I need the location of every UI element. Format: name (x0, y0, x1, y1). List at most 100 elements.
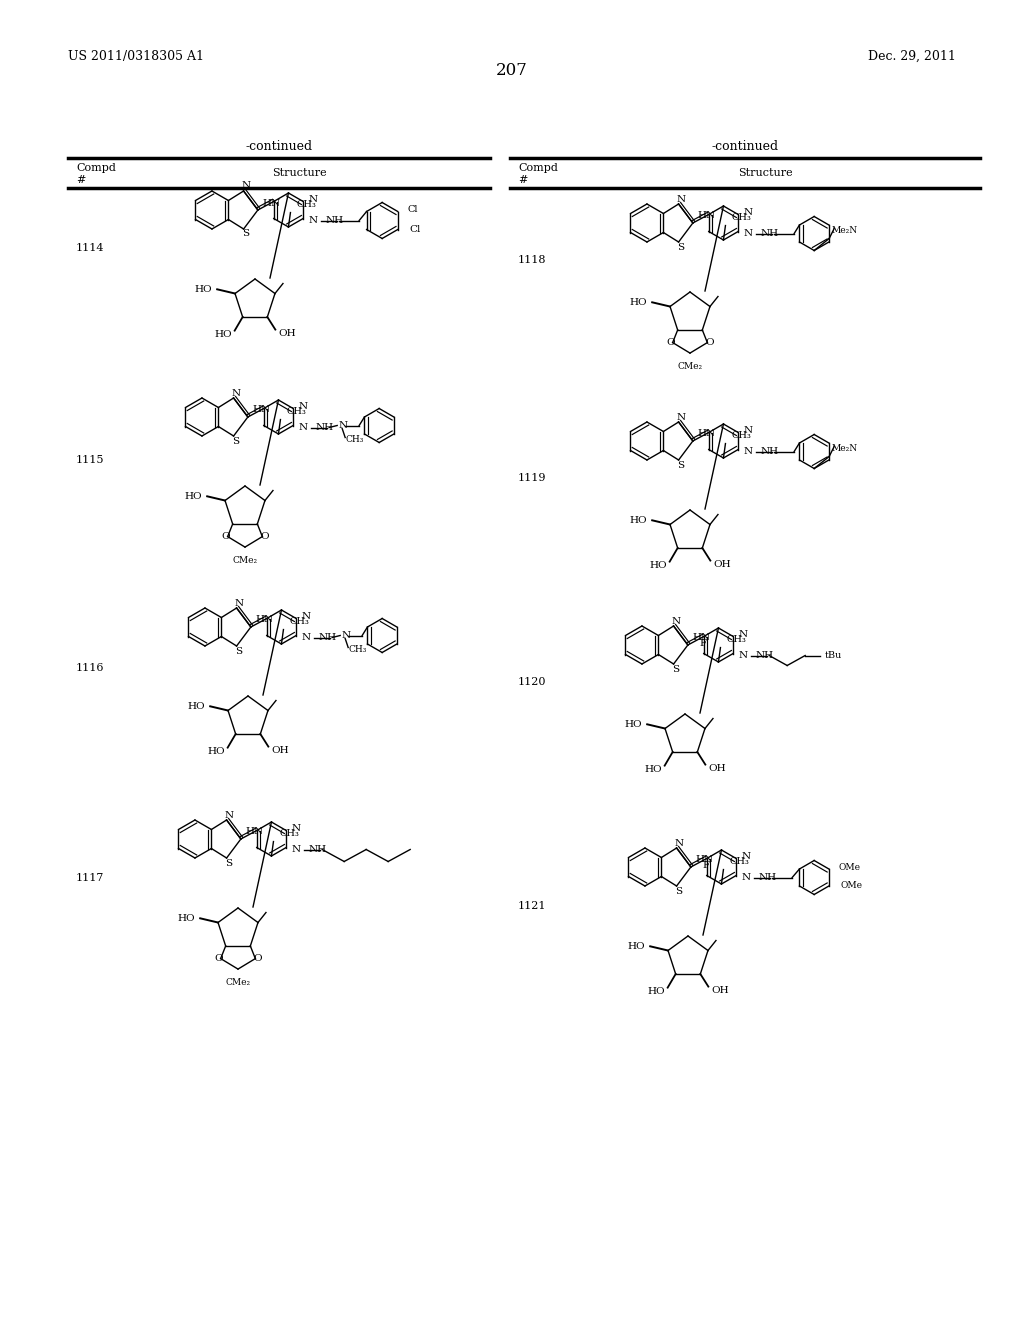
Text: NH: NH (315, 422, 333, 432)
Text: US 2011/0318305 A1: US 2011/0318305 A1 (68, 50, 204, 63)
Text: HN: HN (262, 198, 281, 207)
Text: NH: NH (758, 873, 776, 882)
Text: N: N (308, 195, 317, 205)
Text: OH: OH (709, 764, 726, 774)
Text: -continued: -continued (246, 140, 312, 153)
Text: tBu: tBu (825, 651, 843, 660)
Text: HN: HN (246, 828, 263, 837)
Text: HO: HO (630, 298, 647, 306)
Text: 1119: 1119 (518, 473, 547, 483)
Text: Cl: Cl (410, 224, 421, 234)
Text: CH₃: CH₃ (287, 408, 306, 416)
Text: CMe₂: CMe₂ (678, 362, 702, 371)
Text: N: N (676, 412, 685, 421)
Text: CH₃: CH₃ (729, 858, 750, 866)
Text: HN: HN (697, 211, 716, 220)
Text: N: N (738, 630, 748, 639)
Text: Cl: Cl (408, 205, 418, 214)
Text: 1117: 1117 (76, 873, 104, 883)
Text: CH₃: CH₃ (280, 829, 299, 838)
Text: N: N (741, 873, 751, 882)
Text: HO: HO (625, 719, 642, 729)
Text: S: S (242, 230, 249, 239)
Text: CH₃: CH₃ (290, 618, 309, 627)
Text: N: N (338, 421, 347, 430)
Text: Compd: Compd (518, 162, 558, 173)
Text: N: N (298, 422, 307, 432)
Text: OMe: OMe (841, 882, 863, 891)
Text: Dec. 29, 2011: Dec. 29, 2011 (868, 50, 956, 63)
Text: OH: OH (279, 329, 296, 338)
Text: NH: NH (308, 845, 327, 854)
Text: HO: HO (647, 987, 665, 997)
Text: OH: OH (271, 746, 289, 755)
Text: CMe₂: CMe₂ (225, 978, 251, 986)
Text: S: S (675, 887, 682, 895)
Text: #: # (76, 176, 85, 185)
Text: CH₃: CH₃ (726, 635, 746, 644)
Text: CH₃: CH₃ (345, 436, 364, 444)
Text: O: O (253, 954, 262, 964)
Text: HO: HO (187, 702, 205, 710)
Text: CH₃: CH₃ (348, 645, 367, 653)
Text: O: O (667, 338, 675, 347)
Text: NH: NH (326, 216, 343, 224)
Text: O: O (706, 338, 714, 347)
Text: NH: NH (760, 228, 778, 238)
Text: S: S (677, 243, 684, 252)
Text: O: O (214, 954, 223, 964)
Text: S: S (677, 461, 684, 470)
Text: N: N (676, 194, 685, 203)
Text: Compd: Compd (76, 162, 116, 173)
Text: N: N (743, 209, 753, 216)
Text: F: F (699, 639, 707, 648)
Text: CH₃: CH₃ (297, 201, 316, 210)
Text: N: N (674, 838, 683, 847)
Text: OH: OH (714, 560, 731, 569)
Text: N: N (308, 216, 317, 224)
Text: HO: HO (644, 766, 662, 774)
Text: O: O (221, 532, 230, 541)
Text: N: N (298, 403, 307, 411)
Text: HO: HO (177, 913, 196, 923)
Text: N: N (291, 824, 300, 833)
Text: Me₂N: Me₂N (831, 226, 857, 235)
Text: HN: HN (252, 405, 270, 414)
Text: 1114: 1114 (76, 243, 104, 253)
Text: HO: HO (195, 285, 212, 294)
Text: N: N (234, 598, 243, 607)
Text: 1121: 1121 (518, 902, 547, 911)
Text: CMe₂: CMe₂ (232, 556, 258, 565)
Text: 1115: 1115 (76, 455, 104, 465)
Text: N: N (241, 181, 250, 190)
Text: HN: HN (697, 429, 716, 438)
Text: NH: NH (755, 651, 773, 660)
Text: HN: HN (255, 615, 273, 624)
Text: N: N (301, 634, 310, 642)
Text: N: N (743, 228, 753, 238)
Text: N: N (341, 631, 350, 640)
Text: HO: HO (628, 941, 645, 950)
Text: N: N (671, 616, 680, 626)
Text: F: F (702, 861, 710, 870)
Text: #: # (518, 176, 527, 185)
Text: NH: NH (760, 447, 778, 455)
Text: Structure: Structure (737, 168, 793, 178)
Text: 1118: 1118 (518, 255, 547, 265)
Text: OH: OH (712, 986, 729, 995)
Text: HO: HO (207, 747, 224, 756)
Text: OMe: OMe (839, 862, 861, 871)
Text: NH: NH (318, 634, 336, 642)
Text: N: N (743, 447, 753, 455)
Text: S: S (672, 664, 679, 673)
Text: CH₃: CH₃ (731, 432, 752, 441)
Text: HO: HO (630, 516, 647, 525)
Text: S: S (225, 858, 232, 867)
Text: 1116: 1116 (76, 663, 104, 673)
Text: N: N (224, 810, 233, 820)
Text: Structure: Structure (271, 168, 327, 178)
Text: N: N (743, 426, 753, 436)
Text: HO: HO (649, 561, 667, 570)
Text: 207: 207 (496, 62, 528, 79)
Text: N: N (231, 388, 241, 397)
